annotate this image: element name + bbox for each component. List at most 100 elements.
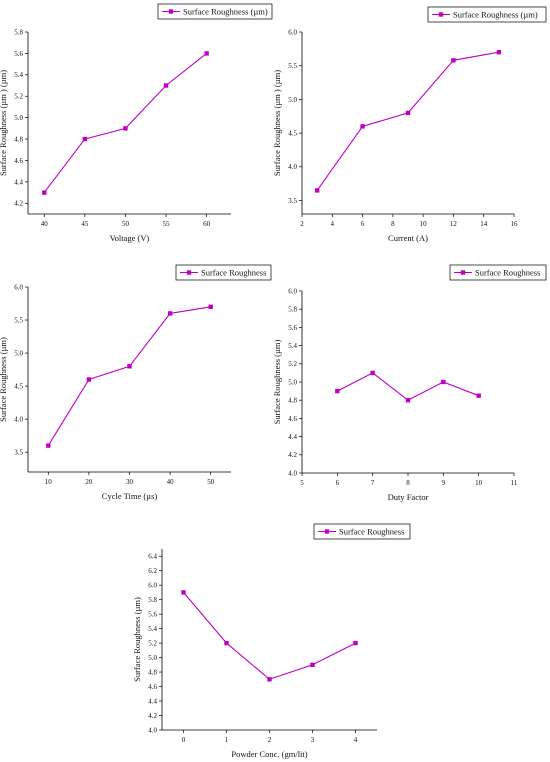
x-axis-title: Powder Conc. (gm/lit) [231,749,307,759]
y-tick-label: 4.6 [14,157,23,165]
y-tick-label: 5.5 [14,316,23,324]
legend: Surface Roughness (µm) [157,3,273,20]
y-tick-label: 5.2 [288,360,297,368]
y-axis-title: Surface Roughness (µm) [0,337,8,422]
legend-label: Surface Roughness [201,268,266,278]
x-tick-label: 40 [41,220,49,228]
x-tick-label: 20 [85,478,93,486]
y-tick-label: 5.6 [288,324,297,332]
legend-swatch-marker [438,12,444,17]
x-tick-label: 4 [354,736,358,744]
x-tick-label: 4 [331,220,335,228]
y-tick-label: 4.5 [288,130,297,138]
x-axis-title: Cycle Time (µs) [102,491,158,501]
y-tick-label: 5.0 [14,114,23,122]
data-point [208,304,213,310]
y-tick-label: 4.8 [14,135,23,143]
y-tick-label: 6.0 [288,28,297,36]
data-point [451,58,456,63]
x-tick-label: 10 [45,478,53,486]
y-tick-label: 4.4 [288,433,297,441]
data-point [224,640,229,646]
x-tick-label: 7 [371,479,375,487]
legend-swatch-marker [460,270,466,275]
y-tick-label: 6.0 [148,582,157,590]
y-tick-label: 5.5 [288,62,297,70]
y-tick-label: 4.6 [288,415,297,423]
legend: Surface Roughness (µm) [427,6,547,23]
legend-box [427,6,547,23]
y-tick-label: 6.2 [148,567,157,575]
x-axis-title: Current (A) [388,233,428,243]
legend-box [313,523,411,540]
x-tick-label: 14 [480,220,488,228]
x-tick-label: 5 [300,479,304,487]
legend-box [175,264,272,281]
y-tick-label: 5.4 [148,625,157,633]
x-tick-label: 8 [391,220,395,228]
chart-3: 10 20 30 40 50 3.5 4.0 4.5 5.0 5.5 6.0 Cycle Time (… [0,264,272,501]
x-tick-label: 6 [336,479,340,487]
legend-swatch-marker [324,529,330,534]
data-point [123,126,128,131]
data-point [405,398,411,403]
y-tick-label: 5.2 [14,93,23,101]
data-point [314,188,320,193]
y-axis-title: Surface Roughness (µm ) (µm) [0,70,8,176]
y-tick-label: 4.4 [14,178,23,186]
chart-5: 0 1 2 3 4 4.0 4.2 4.4 4.6 4.8 5.0 5.2 5.4 5.6 5.8 6.0 6.… [132,523,411,759]
data-point [370,370,375,376]
y-tick-label: 5.6 [148,611,157,619]
y-tick-label: 6.0 [14,283,23,291]
x-tick-label: 8 [406,479,410,487]
legend-swatch-marker [186,270,192,275]
x-tick-label: 9 [442,479,446,487]
y-tick-label: 5.0 [288,96,297,104]
y-axis-title: Surface Roughness (µm ) (µm) [272,70,282,176]
y-tick-label: 5.4 [14,71,23,79]
chart-4: 5 6 7 8 9 10 11 4.0 4.2 4.4 4.6 4.8 5.0 5.2 5.4 5.6 5.8 6… [272,264,547,502]
x-tick-label: 10 [475,479,483,487]
y-tick-label: 5.6 [14,50,23,58]
legend-box [449,264,547,281]
y-tick-label: 5.0 [14,349,23,357]
x-tick-label: 12 [450,220,458,228]
x-tick-label: 30 [126,478,134,486]
x-tick-label: 40 [167,478,175,486]
x-tick-label: 10 [420,220,428,228]
legend-label: Surface Roughness (µm) [453,10,538,20]
x-tick-label: 11 [511,479,518,487]
y-tick-label: 4.8 [288,397,297,405]
data-point [353,640,358,646]
chart-1: 40 45 50 55 60 4.2 4.4 4.6 4.8 5.0 5.2 5.4 5.6 5.8 Vol… [0,3,273,243]
chart-2: 2 4 6 8 10 12 14 16 3.5 4.0 4.5 5.0 5.5 6.0 Current (A… [272,6,547,243]
y-axis-title: Surface Roughness (µm) [272,339,282,424]
x-tick-label: 45 [81,220,89,228]
data-point [167,311,173,316]
legend-box [157,3,273,20]
data-point [476,393,481,398]
y-tick-label: 5.8 [288,306,297,314]
legend-label: Surface Roughness [339,527,404,537]
data-point [204,51,209,56]
y-tick-label: 4.2 [14,200,23,208]
data-point [127,364,132,369]
y-tick-label: 4.8 [148,668,157,676]
data-point [163,83,169,88]
y-tick-label: 5.0 [288,378,297,386]
y-tick-label: 4.0 [14,416,23,424]
data-point [82,136,88,142]
y-tick-label: 4.4 [148,697,157,705]
data-point [441,379,446,385]
y-tick-label: 6.0 [288,287,297,295]
y-tick-label: 5.4 [288,342,297,350]
y-tick-label: 4.0 [148,726,157,734]
data-point [496,50,502,55]
y-tick-label: 4.2 [148,712,157,720]
y-tick-label: 4.6 [148,683,157,691]
series-line [43,52,207,193]
data-point [181,590,186,595]
data-point [42,190,47,195]
series-line [316,51,499,191]
legend: Surface Roughness [449,264,547,281]
